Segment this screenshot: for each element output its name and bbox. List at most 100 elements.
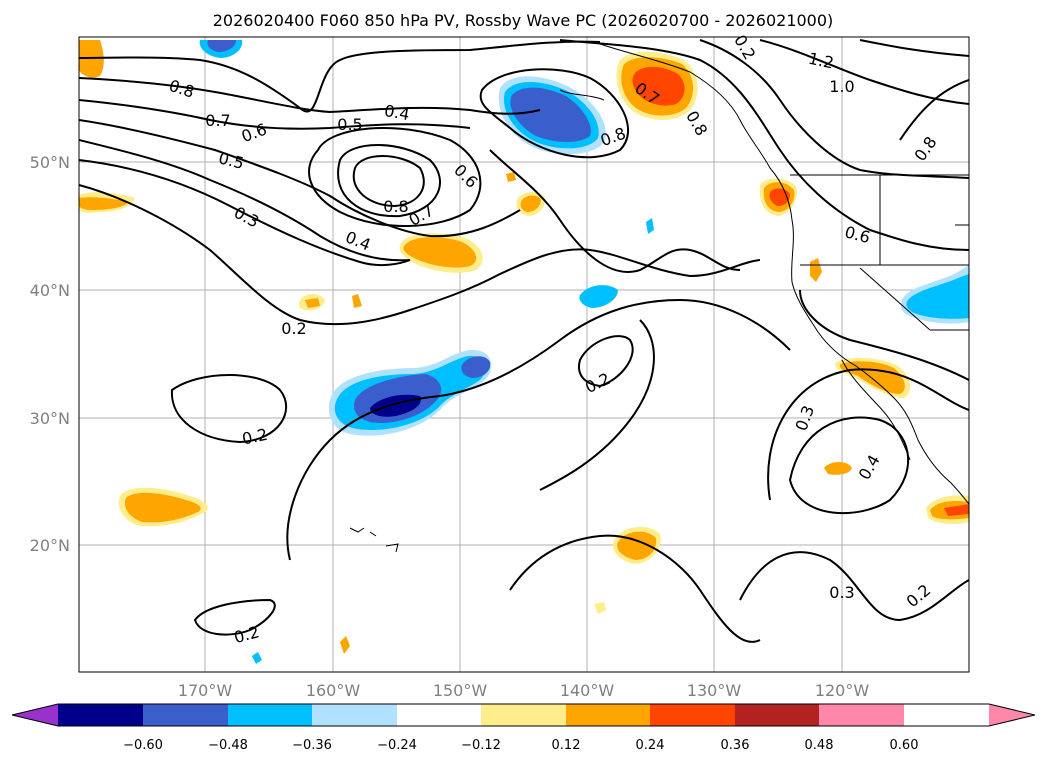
colorbar-outline — [11, 703, 1036, 727]
contour-closed — [578, 335, 634, 388]
colorbar-tick-label: 0.24 — [636, 738, 665, 753]
shade-positive-west-2 — [79, 197, 128, 210]
colorbar-segment — [904, 704, 989, 726]
colorbar-segment — [397, 704, 481, 726]
contour-label: 0.4 — [383, 101, 411, 124]
shade-positive-dot — [506, 172, 516, 182]
colorbar-segment — [650, 704, 735, 726]
colorbar-segment — [481, 704, 566, 726]
contour-line — [79, 119, 521, 238]
contour-line — [899, 79, 969, 141]
political-border — [790, 174, 969, 266]
contour-line — [539, 319, 655, 491]
lon-label-170w: 170°W — [178, 681, 233, 700]
contour-line — [509, 534, 761, 643]
lon-label-130w: 130°W — [687, 681, 742, 700]
contour-line — [286, 298, 791, 561]
colorbar-tick-label: −0.24 — [377, 738, 417, 753]
colorbar-tick-label: −0.60 — [123, 738, 163, 753]
contour-closed — [170, 374, 287, 444]
colorbar-extend-low — [12, 704, 58, 726]
contour-closed — [479, 68, 630, 159]
lat-label-40n: 40°N — [30, 281, 70, 300]
shade-positive-coast-small — [810, 258, 822, 282]
colorbar-tick-label: 0.48 — [805, 738, 834, 753]
contour-label: 0.2 — [240, 425, 269, 449]
colorbar-extend-high — [989, 704, 1035, 726]
contour-label: 0.2 — [281, 319, 306, 338]
colorbar-tick-label: 0.36 — [721, 738, 750, 753]
contour-line — [79, 77, 541, 115]
contour-closed — [308, 127, 482, 227]
colorbar-segment — [143, 704, 228, 726]
contour-label: 1.0 — [829, 77, 854, 96]
shade-positive-speck-3 — [352, 294, 362, 308]
shade-positive-speck-2 — [305, 298, 320, 308]
political-border — [859, 267, 969, 331]
contour-label: 0.3 — [829, 583, 854, 602]
coastlines — [349, 43, 969, 553]
lon-label-160w: 160°W — [306, 681, 361, 700]
contour-label: 0.7 — [205, 111, 230, 130]
shade-positive-se — [824, 462, 852, 475]
longitude-labels: 170°W 160°W 150°W 140°W 130°W 120°W — [178, 681, 870, 700]
contour-line — [79, 40, 601, 113]
shade-negative-east-2 — [906, 274, 969, 319]
lon-label-150w: 150°W — [433, 681, 488, 700]
contour-line — [859, 39, 969, 57]
colorbar-tick-label: 0.12 — [552, 738, 581, 753]
colorbar-segment — [228, 704, 312, 726]
contour-line — [739, 551, 969, 622]
latitude-labels: 50°N 40°N 30°N 20°N — [30, 153, 70, 555]
colorbar-tick-label: −0.12 — [461, 738, 501, 753]
figure-title: 2026020400 F060 850 hPa PV, Rossby Wave … — [213, 11, 834, 30]
lat-label-30n: 30°N — [30, 409, 70, 428]
map-background — [79, 37, 969, 672]
contour-line — [559, 39, 969, 251]
contour-label: 0.8 — [383, 197, 408, 216]
colorbar: −0.60 −0.48 −0.36 −0.24 −0.12 0.12 0.24 … — [11, 703, 1036, 753]
lat-label-50n: 50°N — [30, 153, 70, 172]
contour-line — [79, 139, 411, 262]
contour-line — [799, 289, 969, 381]
shade-positive-mexico-3 — [944, 504, 969, 516]
shade-positive-mid-2 — [403, 237, 477, 268]
shade-positive-speck-4 — [340, 636, 350, 654]
contour-closed — [193, 598, 276, 636]
shade-positive-small-2 — [520, 195, 541, 212]
shade-negative-top-2 — [207, 40, 236, 52]
lon-label-120w: 120°W — [815, 681, 870, 700]
anomaly-shading — [79, 40, 969, 664]
pv-contours — [79, 39, 969, 643]
lon-label-140w: 140°W — [560, 681, 615, 700]
contour-line — [79, 99, 471, 130]
shade-negative-mid — [579, 285, 618, 308]
map-panel — [78, 36, 970, 673]
lat-label-20n: 20°N — [30, 536, 70, 555]
shade-positive-alaska-3 — [632, 66, 685, 106]
contour-line — [79, 159, 411, 267]
colorbar-tick-label: −0.36 — [292, 738, 332, 753]
contour-label: 1.2 — [807, 49, 836, 73]
map-frame — [78, 36, 970, 673]
shade-positive-subtropic-2 — [124, 492, 201, 523]
shade-negative-north-3 — [510, 87, 591, 142]
contour-label: 0.5 — [337, 115, 362, 134]
colorbar-segment — [312, 704, 397, 726]
shade-negative-subcore — [461, 356, 491, 378]
hawaii-islands — [349, 527, 399, 553]
contour-line — [489, 149, 741, 273]
coastline-baja — [841, 359, 911, 461]
coastline-island — [559, 89, 605, 101]
contour-line — [79, 184, 761, 326]
colorbar-tick-label: −0.48 — [208, 738, 248, 753]
shade-positive-speck-5 — [594, 602, 606, 614]
colorbar-tick-label: 0.60 — [890, 738, 919, 753]
coastline — [599, 43, 969, 505]
colorbar-segment — [566, 704, 650, 726]
contour-line — [767, 368, 969, 501]
contour-closed — [337, 144, 441, 218]
colorbar-segment — [58, 704, 143, 726]
shade-negative-spot-2 — [252, 652, 262, 664]
